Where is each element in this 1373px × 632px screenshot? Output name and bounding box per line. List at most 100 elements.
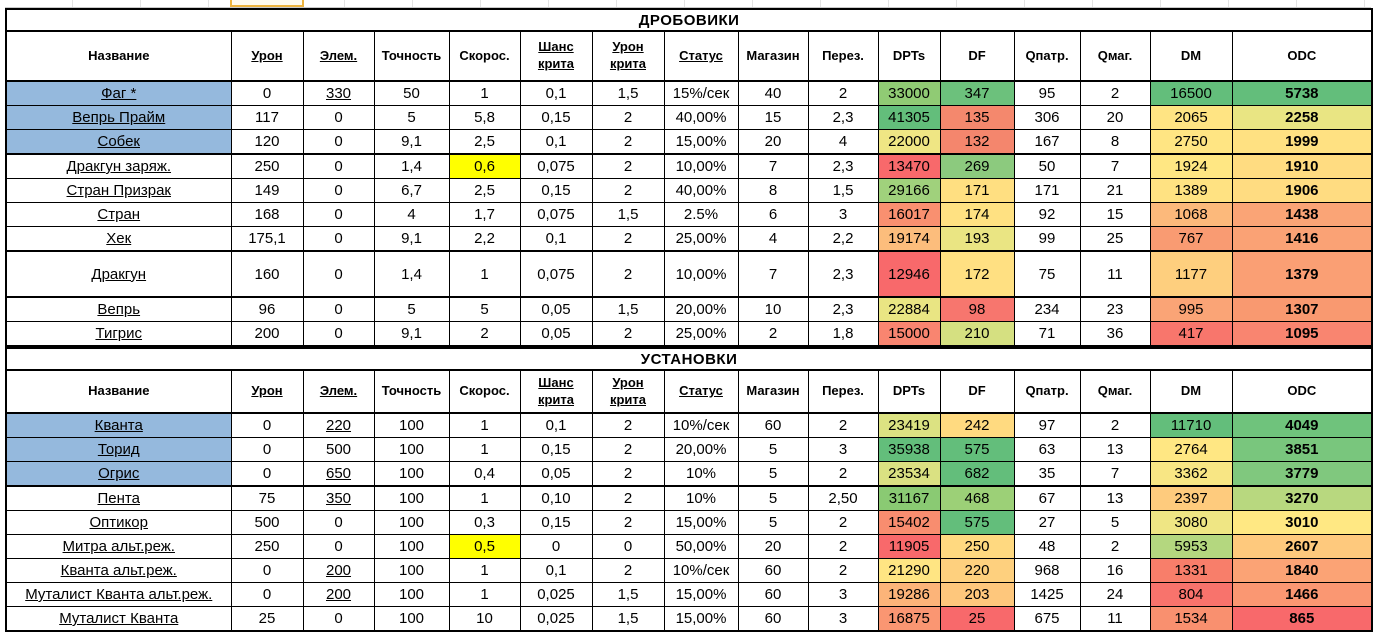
- cell-elem: 0: [302, 321, 375, 347]
- cell-qmag: 7: [1079, 461, 1151, 487]
- cell-dmg: 120: [230, 129, 304, 155]
- table-row: Тигрис 200 0 9,1 2 0,05 2 25,00% 2 1,8 15000 210 71 3…: [5, 321, 1373, 347]
- cell-status: 15,00%: [663, 129, 739, 155]
- cell-elem: 0: [302, 510, 375, 535]
- column-header-accuracy: Точность: [373, 369, 450, 414]
- cell-magazine: 10: [737, 296, 809, 322]
- column-header-crit_dmg[interactable]: Урон крита: [591, 30, 665, 82]
- column-header-dmg[interactable]: Урон: [230, 30, 304, 82]
- weapon-name-link[interactable]: Кванта: [5, 412, 232, 438]
- cell-reload: 2,3: [807, 296, 879, 322]
- weapon-name-link[interactable]: Муталист Кванта: [5, 606, 232, 632]
- column-header-dmg[interactable]: Урон: [230, 369, 304, 414]
- weapon-name-link[interactable]: Муталист Кванта альт.реж.: [5, 582, 232, 607]
- column-header-elem[interactable]: Элем.: [302, 369, 375, 414]
- column-header-dpts: DPTs: [877, 369, 941, 414]
- cell-crit_dmg: 1,5: [591, 80, 665, 106]
- cell-dm: 2397: [1149, 485, 1233, 511]
- cell-qmag: 8: [1079, 129, 1151, 155]
- weapon-name-link[interactable]: Стран Призрак: [5, 178, 232, 203]
- column-header-crit_chance[interactable]: Шанс крита: [519, 369, 593, 414]
- cell-magazine: 5: [737, 461, 809, 487]
- cell-dm: 11710: [1149, 412, 1233, 438]
- cell-elem[interactable]: 650: [302, 461, 375, 487]
- weapon-name-link[interactable]: Фаг *: [5, 80, 232, 106]
- cell-status: 20,00%: [663, 437, 739, 462]
- cell-status: 10%: [663, 461, 739, 487]
- column-header-row: Название Урон Элем. Точность Скорос. Шанс кри…: [5, 369, 1373, 414]
- cell-accuracy: 5: [373, 105, 450, 130]
- cell-qmag: 36: [1079, 321, 1151, 347]
- cell-accuracy: 100: [373, 461, 450, 487]
- cell-speed: 2: [448, 321, 521, 347]
- cell-odc: 865: [1231, 606, 1373, 632]
- weapon-name-link[interactable]: Хек: [5, 226, 232, 252]
- cell-dmg: 25: [230, 606, 304, 632]
- weapon-name-link[interactable]: Кванта альт.реж.: [5, 558, 232, 583]
- cell-elem: 0: [302, 202, 375, 227]
- column-header-status[interactable]: Статус: [663, 30, 739, 82]
- weapon-name-link[interactable]: Стран: [5, 202, 232, 227]
- cell-crit_dmg: 1,5: [591, 202, 665, 227]
- column-header-magazine: Магазин: [737, 30, 809, 82]
- cell-speed: 10: [448, 606, 521, 632]
- column-header-elem[interactable]: Элем.: [302, 30, 375, 82]
- weapon-name-link[interactable]: Вепрь Прайм: [5, 105, 232, 130]
- column-header-crit_chance[interactable]: Шанс крита: [519, 30, 593, 82]
- cell-speed: 0,4: [448, 461, 521, 487]
- weapon-name-link[interactable]: Дракгун: [5, 250, 232, 298]
- cell-speed: 1: [448, 80, 521, 106]
- weapon-name-link[interactable]: Огрис: [5, 461, 232, 487]
- cell-dmg: 0: [230, 80, 304, 106]
- cell-magazine: 20: [737, 534, 809, 559]
- cell-status: 20,00%: [663, 296, 739, 322]
- cell-speed: 1,7: [448, 202, 521, 227]
- weapon-name-link[interactable]: Торид: [5, 437, 232, 462]
- cell-qmag: 23: [1079, 296, 1151, 322]
- cell-elem: 0: [302, 534, 375, 559]
- cell-reload: 1,5: [807, 178, 879, 203]
- cell-magazine: 7: [737, 153, 809, 179]
- cell-speed: 1: [448, 437, 521, 462]
- cell-magazine: 4: [737, 226, 809, 252]
- weapon-name-link[interactable]: Митра альт.реж.: [5, 534, 232, 559]
- cell-elem[interactable]: 200: [302, 558, 375, 583]
- cell-odc: 1999: [1231, 129, 1373, 155]
- cell-elem: 0: [302, 296, 375, 322]
- cell-crit_dmg: 2: [591, 250, 665, 298]
- weapon-name-link[interactable]: Дракгун заряж.: [5, 153, 232, 179]
- cell-dpts: 22000: [877, 129, 941, 155]
- cell-reload: 2,3: [807, 250, 879, 298]
- cell-dpts: 33000: [877, 80, 941, 106]
- weapon-name-link[interactable]: Вепрь: [5, 296, 232, 322]
- cell-crit_dmg: 2: [591, 226, 665, 252]
- cell-qpatr: 92: [1013, 202, 1081, 227]
- cell-dpts: 29166: [877, 178, 941, 203]
- weapon-name-link[interactable]: Собек: [5, 129, 232, 155]
- cell-dm: 1177: [1149, 250, 1233, 298]
- column-header-dm: DM: [1149, 369, 1233, 414]
- column-header-qpatr: Qпатр.: [1013, 30, 1081, 82]
- cell-reload: 2,3: [807, 153, 879, 179]
- cell-crit_chance: 0,05: [519, 461, 593, 487]
- cell-crit_chance: 0,15: [519, 510, 593, 535]
- cell-accuracy: 100: [373, 606, 450, 632]
- cell-magazine: 60: [737, 582, 809, 607]
- cell-elem[interactable]: 200: [302, 582, 375, 607]
- column-header-status[interactable]: Статус: [663, 369, 739, 414]
- weapon-name-link[interactable]: Оптикор: [5, 510, 232, 535]
- cell-df: 135: [939, 105, 1015, 130]
- cell-elem[interactable]: 350: [302, 485, 375, 511]
- weapon-name-link[interactable]: Тигрис: [5, 321, 232, 347]
- column-header-crit_dmg[interactable]: Урон крита: [591, 369, 665, 414]
- cell-elem[interactable]: 220: [302, 412, 375, 438]
- cell-status: 15,00%: [663, 510, 739, 535]
- cell-qpatr: 71: [1013, 321, 1081, 347]
- cell-elem: 0: [302, 129, 375, 155]
- section-title: ДРОБОВИКИ: [4, 8, 1373, 32]
- cell-crit_chance: 0,05: [519, 296, 593, 322]
- cell-dm: 16500: [1149, 80, 1233, 106]
- cell-elem[interactable]: 330: [302, 80, 375, 106]
- weapon-name-link[interactable]: Пента: [5, 485, 232, 511]
